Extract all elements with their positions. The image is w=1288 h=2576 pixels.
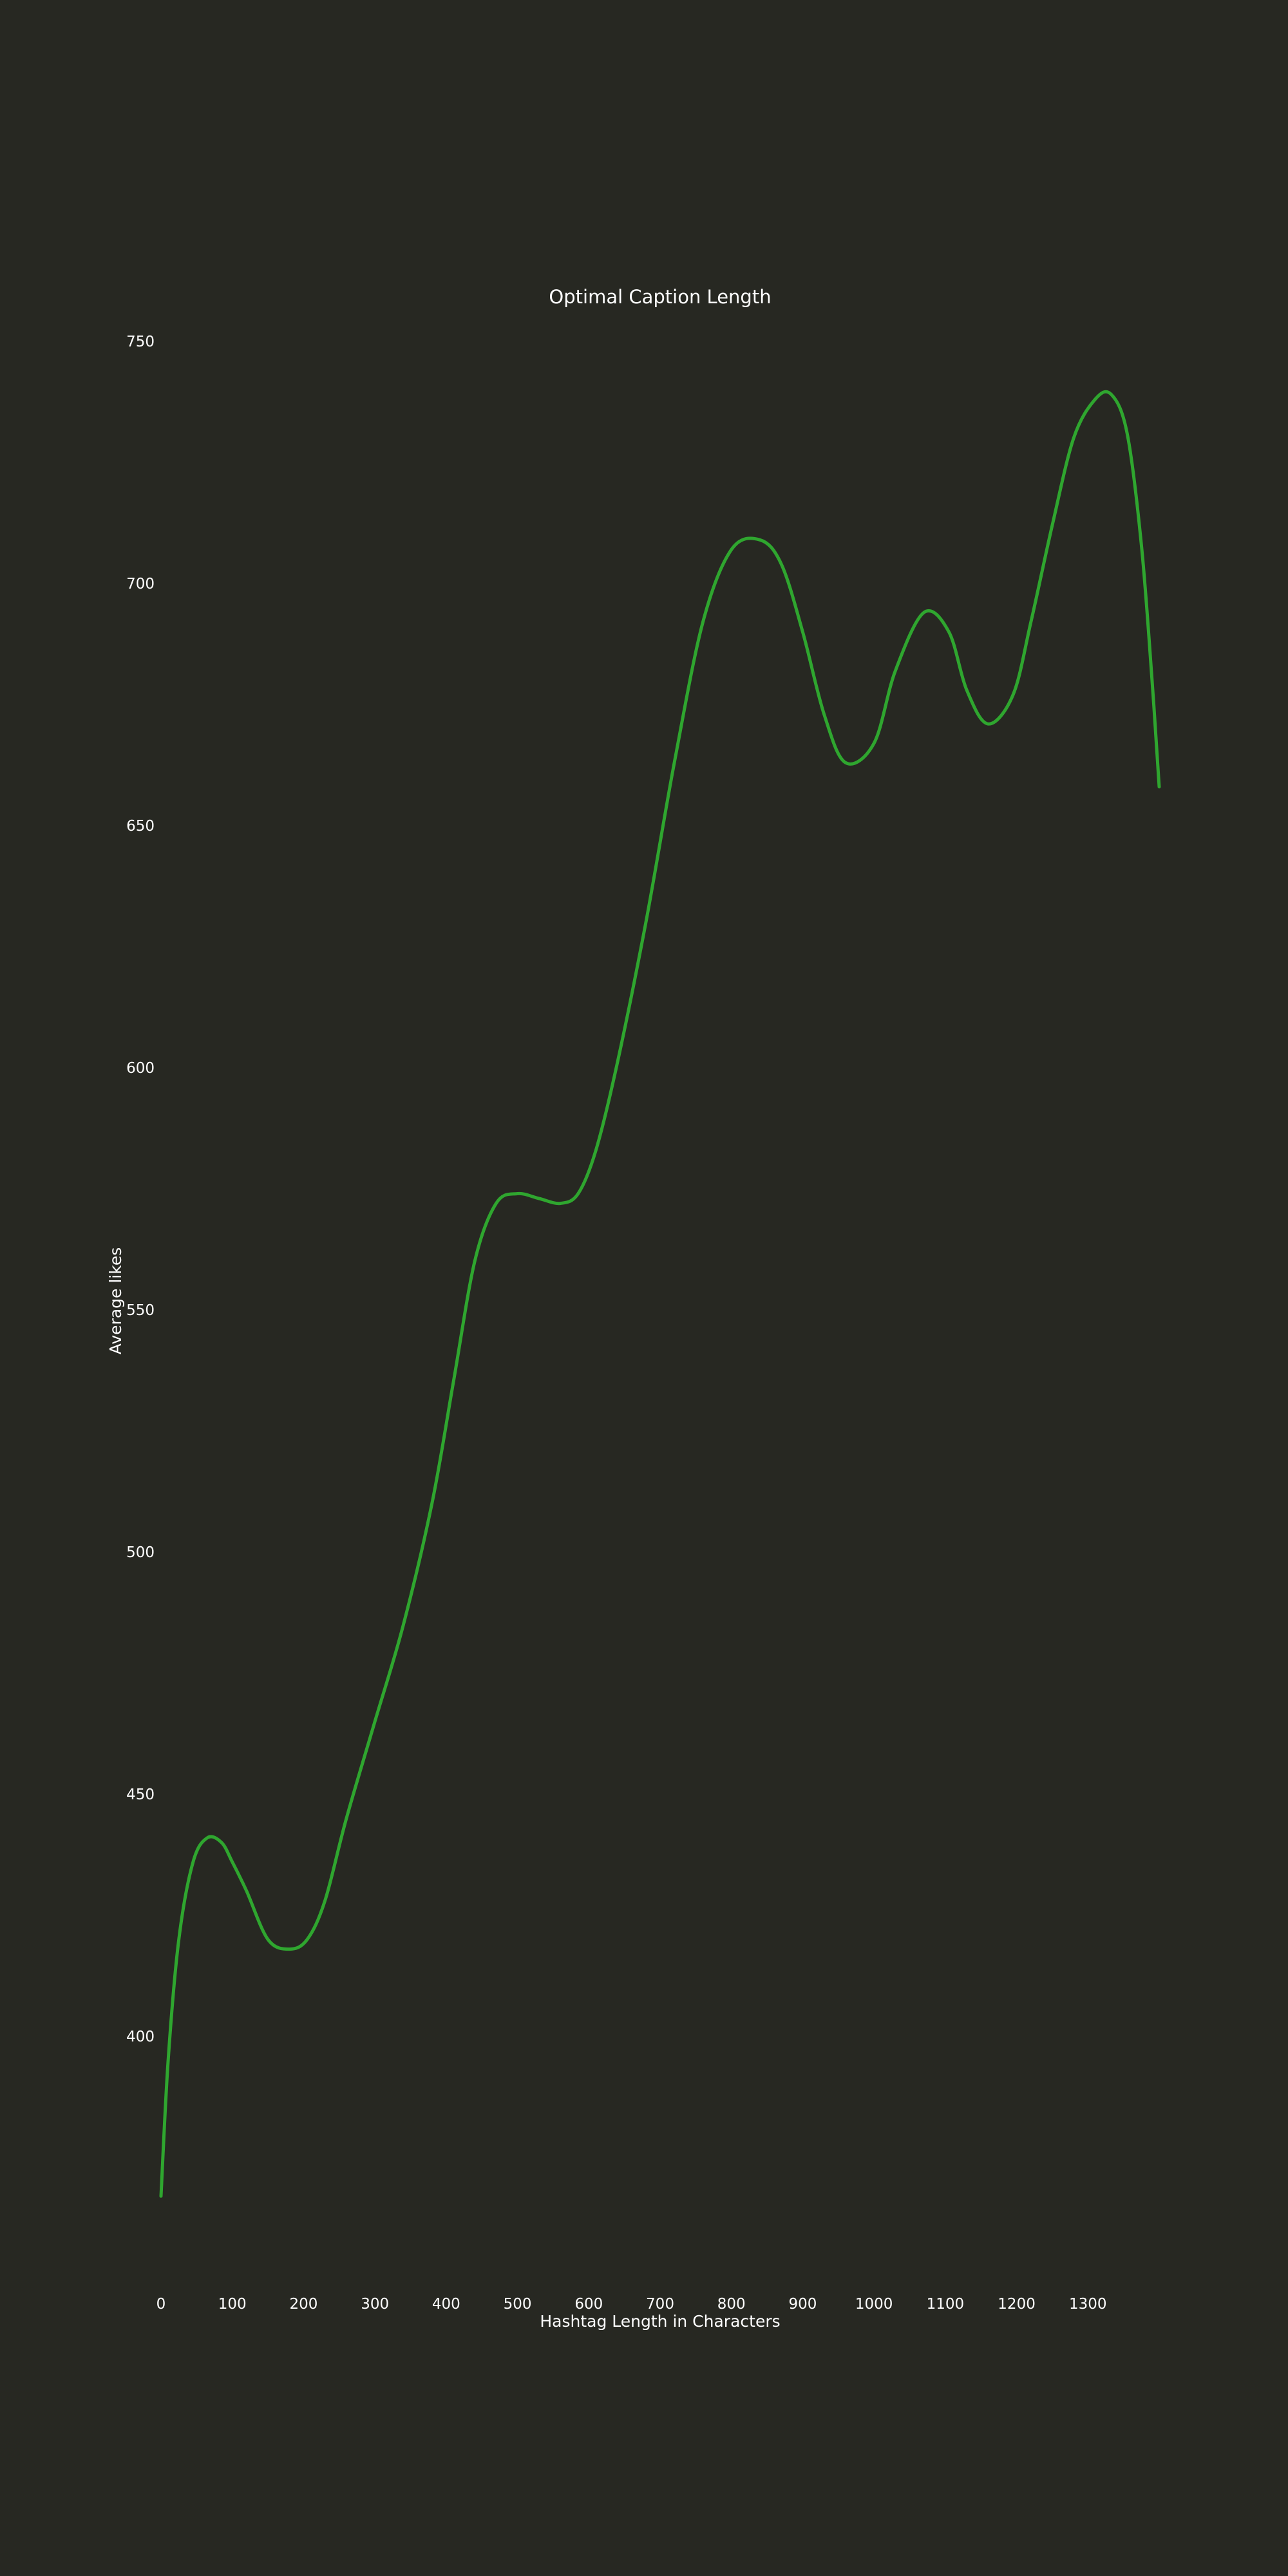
x-tick-label: 100 (218, 2296, 247, 2313)
y-tick-label: 550 (126, 1302, 155, 1319)
y-tick-labels: 400 450 500 550 600 650 700 750 (126, 334, 155, 2045)
y-tick-label: 500 (126, 1544, 155, 1561)
y-tick-label: 450 (126, 1786, 155, 1803)
y-axis-label: Average likes (106, 1247, 125, 1355)
x-tick-label: 700 (646, 2296, 674, 2313)
x-tick-label: 200 (289, 2296, 317, 2313)
x-tick-label: 300 (361, 2296, 389, 2313)
x-tick-label: 1000 (855, 2296, 893, 2313)
x-axis-label: Hashtag Length in Characters (540, 2312, 780, 2331)
y-tick-label: 700 (126, 576, 155, 592)
x-tick-label: 0 (156, 2296, 166, 2313)
x-tick-label: 500 (504, 2296, 532, 2313)
x-tick-label: 800 (717, 2296, 746, 2313)
x-tick-label: 400 (432, 2296, 460, 2313)
series-line (159, 390, 1161, 2198)
series-layer (159, 390, 1161, 2198)
x-tick-labels: 0 100 200 300 400 500 600 700 800 900 1000 1100 1200… (156, 2296, 1107, 2313)
y-tick-label: 750 (126, 334, 155, 350)
x-tick-label: 1200 (998, 2296, 1036, 2313)
y-tick-label: 400 (126, 2029, 155, 2045)
y-tick-label: 650 (126, 818, 155, 835)
x-tick-label: 900 (788, 2296, 817, 2313)
x-tick-label: 600 (574, 2296, 603, 2313)
y-tick-label: 600 (126, 1060, 155, 1077)
x-tick-label: 1300 (1069, 2296, 1107, 2313)
x-tick-label: 1100 (927, 2296, 965, 2313)
chart-title: Optimal Caption Length (549, 286, 771, 308)
